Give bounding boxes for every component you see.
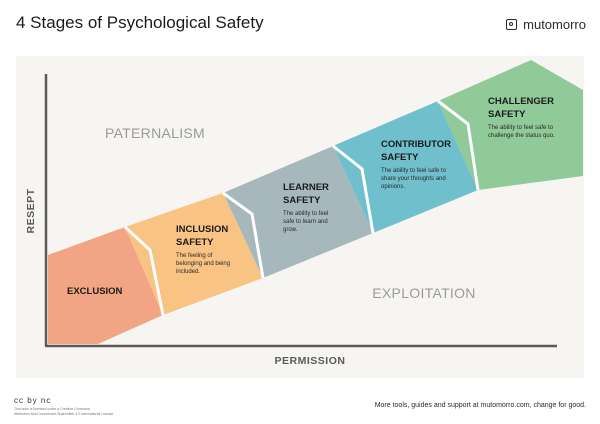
stage-title-challenger: CHALLENGER [488,96,554,107]
brand-logo[interactable]: mutomorro [506,17,586,32]
stage-desc-inclusion: The feeling of [176,253,213,259]
stage-title-challenger: SAFETY [488,109,526,120]
stage-title-contributor: CONTRIBUTOR [381,139,451,150]
svg-text:LEARNER SAFETY: LEARNER SAFETY [283,182,332,206]
region-label-paternalism: PATERNALISM [105,125,205,141]
y-axis-label: RESEPT [25,188,37,233]
license-line: Attribution-NonCommercial-ShareAlike 4.0… [14,411,115,416]
license-text: This work is licensed under a Creative C… [14,407,134,416]
stage-title-learner: SAFETY [283,195,321,206]
svg-text:The feeling of belonging a: The feeling of belonging and being inclu… [176,253,232,275]
svg-text:EXCLUSION: EXCLUSION [67,286,123,297]
stage-shape-exclusion [48,227,163,344]
stage-title-contributor: SAFETY [381,152,419,163]
brand-name: mutomorro [523,17,586,32]
stage-desc-contributor: opinions. [381,184,405,190]
svg-text:CONTRIBUTOR SAFETY: CONTRIBUTOR SAFETY [381,139,454,163]
svg-text:The ability to feel safe to: The ability to feel safe to share your t… [381,168,448,190]
stage-desc-challenger: challenge the status quo. [488,133,555,139]
x-axis-label: PERMISSION [275,355,346,367]
stage-title-inclusion: INCLUSION [176,224,228,235]
stage-desc-learner: grow. [283,227,298,233]
stage-title-inclusion: SAFETY [176,237,214,248]
stage-desc-inclusion: included. [176,269,200,275]
stage-desc-challenger: The ability to feel safe to [488,125,554,131]
svg-text:The ability to feel safe t: The ability to feel safe to learn and gr… [283,211,330,233]
square-circle-logo-icon [506,19,518,30]
stage-desc-contributor: share your thoughts and [381,176,446,182]
stage-divider [123,225,165,316]
stage-desc-contributor: The ability to feel safe to [381,168,447,174]
stage-divider [437,99,480,191]
stage-divider [222,191,265,279]
stage-divider [332,144,375,234]
svg-text:CHALLENGER SAFETY: CHALLENGER SAFETY [488,96,557,120]
stage-desc-inclusion: belonging and being [176,261,230,267]
stage-shape-inclusion [125,193,263,315]
stage-title-exclusion: EXCLUSION [67,286,123,297]
stage-title-learner: LEARNER [283,182,329,193]
stage-shape-contributor [333,101,478,233]
footer-tagline[interactable]: More tools, guides and support at mutomo… [374,402,586,409]
region-label-exploitation: EXPLOITATION [372,285,475,301]
page-title: 4 Stages of Psychological Safety [16,13,264,32]
stage-desc-learner: The ability to feel [283,211,328,217]
svg-text:The ability to feel safe to: The ability to feel safe to challenge th… [488,125,555,139]
stage-shape-learner [223,146,373,278]
svg-text:INCLUSION SAFETY: INCLUSION SAFETY [176,224,231,248]
license-line: This work is licensed under a Creative C… [14,407,91,411]
creative-commons-badge-icon[interactable]: cc by nc [14,396,52,405]
stage-desc-learner: safe to learn and [283,219,328,225]
license-block: cc by nc This work is licensed under a C… [14,396,134,416]
